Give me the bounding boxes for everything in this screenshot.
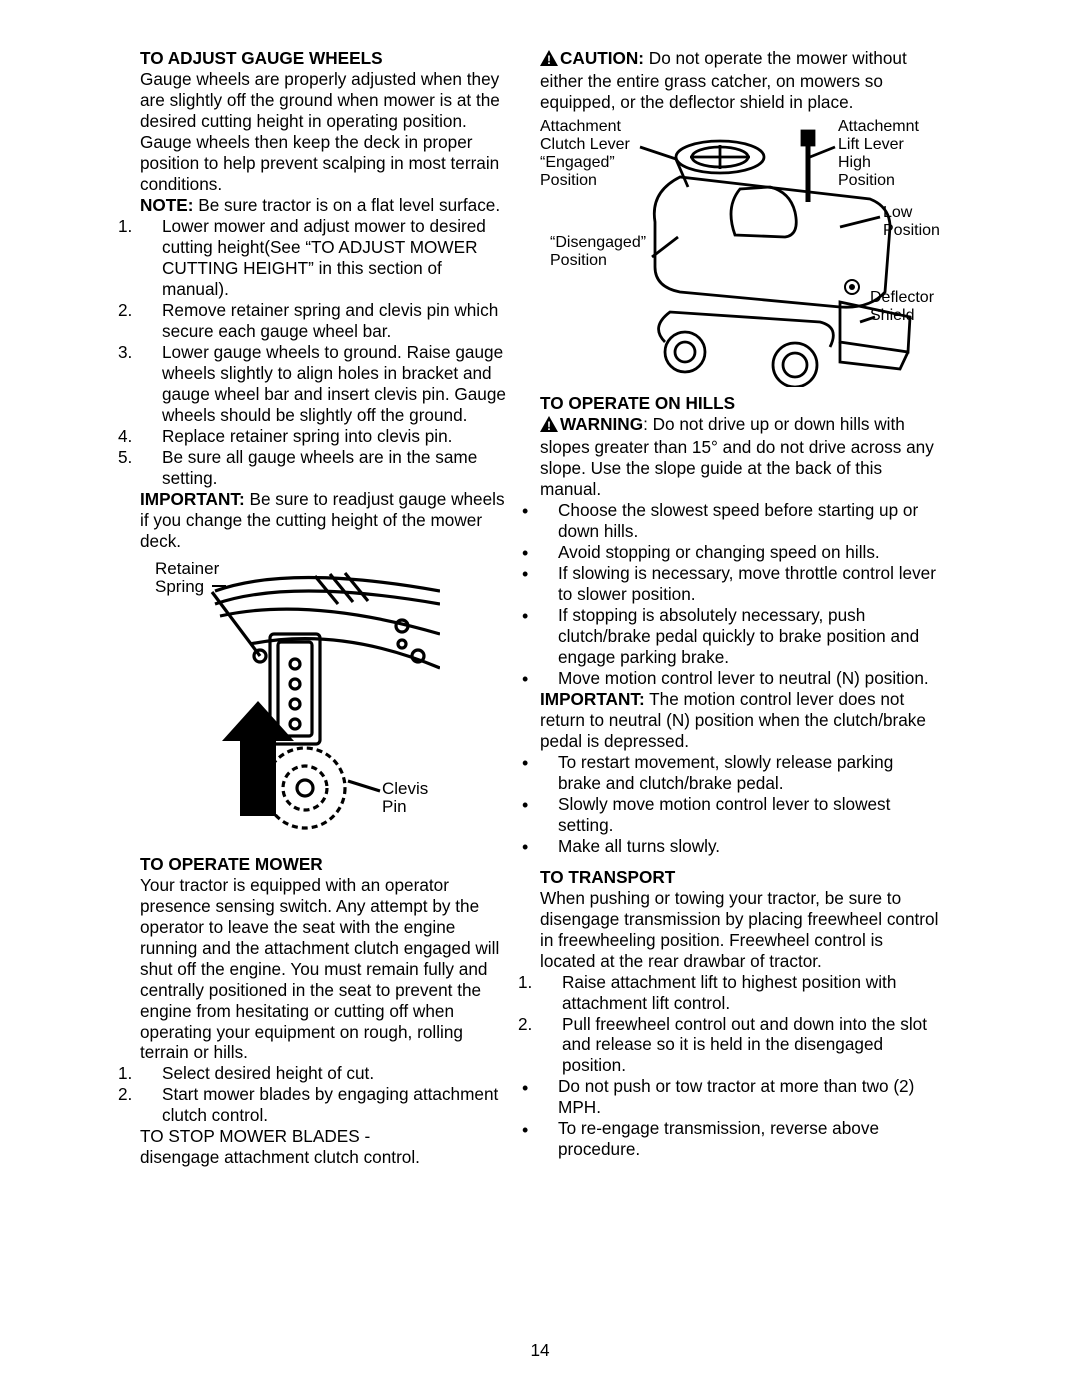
list-item: 1.Raise attachment lift to highest posit… [562,972,940,1014]
list-item: 4.Replace retainer spring into clevis pi… [162,426,512,447]
gauge-wheel-diagram: Retainer Spring Clevis Pin [140,556,440,848]
svg-text:Deflector: Deflector [870,289,935,306]
list-item-text: Lower gauge wheels to ground. Raise gaug… [162,342,506,425]
list-item: •Avoid stopping or changing speed on hil… [558,542,940,563]
svg-text:Attachemnt: Attachemnt [838,118,919,135]
list-item: 2.Remove retainer spring and clevis pin … [162,300,512,342]
figure-tractor-controls: Attachment Clutch Lever “Engaged” Positi… [540,117,940,387]
right-column: ! CAUTION: Do not operate the mower with… [540,48,940,1168]
list-hills-2: •To restart movement, slowly release par… [558,752,940,857]
label-warning: WARNING [560,414,643,434]
label-retainer-spring: Retainer [155,559,220,578]
text-gauge-important: IMPORTANT: Be sure to readjust gauge whe… [140,489,512,552]
list-item: •To restart movement, slowly release par… [558,752,940,794]
list-item-text: Choose the slowest speed before starting… [558,500,918,541]
list-item: •If slowing is necessary, move throttle … [558,563,940,605]
tractor-diagram: Attachment Clutch Lever “Engaged” Positi… [540,117,940,387]
caution-icon: ! [540,50,558,71]
list-item: •If stopping is absolutely necessary, pu… [558,605,940,668]
figure-gauge-wheel: Retainer Spring Clevis Pin [140,556,512,848]
heading-transport: TO TRANSPORT [540,867,940,888]
list-item: •Do not push or tow tractor at more than… [558,1076,940,1118]
list-gauge-steps: 1.Lower mower and adjust mower to desire… [162,216,512,489]
text-stop-label: TO STOP MOWER BLADES - [140,1126,512,1147]
list-item-text: Raise attachment lift to highest positio… [562,972,896,1013]
list-item: •To re-engage transmission, reverse abov… [558,1118,940,1160]
list-item-text: Make all turns slowly. [558,836,720,856]
list-item: 2.Pull freewheel control out and down in… [562,1014,940,1077]
list-item-text: Slowly move motion control lever to slow… [558,794,890,835]
list-item-text: Replace retainer spring into clevis pin. [162,426,452,446]
svg-text:Attachment: Attachment [540,118,621,135]
list-item-text: Move motion control lever to neutral (N)… [558,668,929,688]
svg-text:Position: Position [883,222,940,239]
svg-text:Position: Position [540,172,597,189]
list-item-text: Avoid stopping or changing speed on hill… [558,542,880,562]
list-operate-steps: 1.Select desired height of cut. 2.Start … [162,1063,512,1126]
svg-text:Position: Position [838,172,895,189]
list-item: 5.Be sure all gauge wheels are in the sa… [162,447,512,489]
list-item: 2.Start mower blades by engaging attachm… [162,1084,512,1126]
list-transport-bullets: •Do not push or tow tractor at more than… [558,1076,940,1160]
list-transport-steps: 1.Raise attachment lift to highest posit… [562,972,940,1077]
text-gauge-intro: Gauge wheels are properly adjusted when … [140,69,512,195]
list-item: 1.Select desired height of cut. [162,1063,512,1084]
list-item-text: Select desired height of cut. [162,1063,374,1083]
list-item-text: If stopping is absolutely necessary, pus… [558,605,919,667]
list-item-text: To re-engage transmission, reverse above… [558,1118,879,1159]
label-important: IMPORTANT: [140,489,245,509]
list-item-text: Do not push or tow tractor at more than … [558,1076,914,1117]
svg-text:Clutch Lever: Clutch Lever [540,136,630,153]
list-item-text: Be sure all gauge wheels are in the same… [162,447,477,488]
label-important: IMPORTANT: [540,689,645,709]
warning-icon: ! [540,416,558,437]
list-item: 3.Lower gauge wheels to ground. Raise ga… [162,342,512,426]
page-number: 14 [0,1340,1080,1361]
list-item: •Move motion control lever to neutral (N… [558,668,940,689]
svg-text:Position: Position [550,252,607,269]
svg-text:Spring: Spring [155,577,204,596]
svg-text:Pin: Pin [382,797,407,816]
svg-text:!: ! [547,53,551,66]
heading-gauge-wheels: TO ADJUST GAUGE WHEELS [140,48,512,69]
text-note-body: Be sure tractor is on a flat level surfa… [193,195,500,215]
svg-text:“Disengaged”: “Disengaged” [550,234,646,251]
list-item-text: Pull freewheel control out and down into… [562,1014,927,1076]
svg-text:“Engaged”: “Engaged” [540,154,615,171]
label-note: NOTE: [140,195,193,215]
text-transport: When pushing or towing your tractor, be … [540,888,940,972]
svg-text:Shield: Shield [870,307,914,324]
svg-text:!: ! [547,419,551,432]
text-stop-body: disengage attachment clutch control. [140,1147,512,1168]
text-gauge-note: NOTE: Be sure tractor is on a flat level… [140,195,512,216]
text-hills-important: IMPORTANT: The motion control lever does… [540,689,940,752]
manual-page: TO ADJUST GAUGE WHEELS Gauge wheels are … [0,0,1080,1208]
heading-operate-hills: TO OPERATE ON HILLS [540,393,940,414]
text-caution: ! CAUTION: Do not operate the mower with… [540,48,940,113]
list-item-text: Lower mower and adjust mower to desired … [162,216,486,299]
svg-text:Low: Low [883,204,913,221]
left-column: TO ADJUST GAUGE WHEELS Gauge wheels are … [140,48,512,1168]
svg-text:Lift Lever: Lift Lever [838,136,904,153]
list-item: •Slowly move motion control lever to slo… [558,794,940,836]
text-warning: ! WARNING: Do not drive up or down hills… [540,414,940,500]
list-item: 1.Lower mower and adjust mower to desire… [162,216,512,300]
label-caution: CAUTION: [560,48,644,68]
list-item: •Choose the slowest speed before startin… [558,500,940,542]
list-item-text: To restart movement, slowly release park… [558,752,893,793]
list-item-text: If slowing is necessary, move throttle c… [558,563,936,604]
list-hills-1: •Choose the slowest speed before startin… [558,500,940,689]
heading-operate-mower: TO OPERATE MOWER [140,854,512,875]
list-item: •Make all turns slowly. [558,836,940,857]
list-item-text: Start mower blades by engaging attachmen… [162,1084,498,1125]
text-operate-mower: Your tractor is equipped with an operato… [140,875,512,1064]
list-item-text: Remove retainer spring and clevis pin wh… [162,300,498,341]
svg-text:High: High [838,154,871,171]
label-clevis-pin: Clevis [382,779,428,798]
